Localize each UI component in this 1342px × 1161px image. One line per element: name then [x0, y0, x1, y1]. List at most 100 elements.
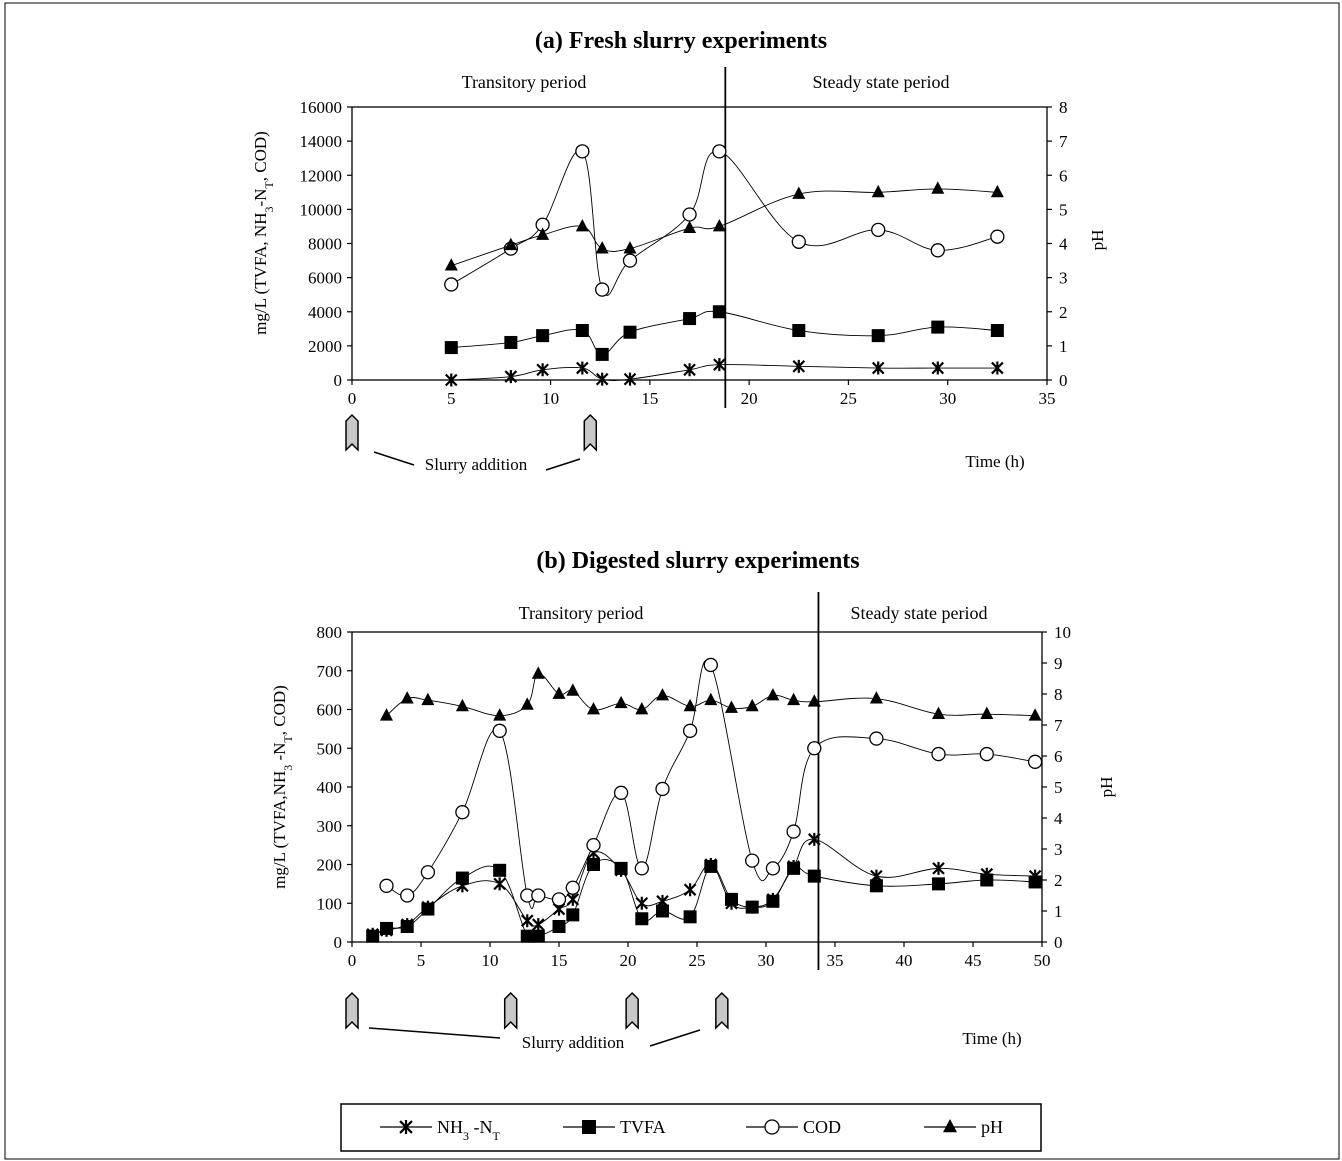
chart-a-point-nh3-nt: [792, 359, 806, 373]
chart-a-y2-tick-label: 8: [1059, 98, 1068, 117]
chart-a-title: (a) Fresh slurry experiments: [535, 28, 827, 54]
legend-label: pH: [981, 1117, 1003, 1137]
chart-b-y2-tick-label: 4: [1054, 809, 1063, 828]
chart-a-point-ph: [623, 241, 637, 254]
chart-b-y-tick-label: 600: [317, 701, 343, 720]
chart-b-point-ph: [614, 695, 628, 709]
chart-b-x-tick-label: 0: [348, 951, 357, 970]
chart-a-point-tvfa: [931, 320, 945, 334]
chart-b-y-tick-label: 400: [317, 778, 343, 797]
chart-b-point-tvfa: [683, 910, 697, 924]
chart-a-point-nh3-nt: [991, 361, 1004, 375]
chart-b-point-ph: [635, 702, 649, 715]
chart-b-slurry-addition-marker: [625, 991, 639, 1030]
chart-b-point-tvfa: [704, 859, 718, 873]
chart-a-x-axis-label: Time (h): [965, 452, 1024, 471]
chart-a-series-line-cod: [451, 149, 998, 296]
chart-b-point-tvfa: [400, 920, 414, 933]
chart-b-period-steady: Steady state period: [851, 603, 988, 623]
chart-b-x-tick-label: 5: [417, 951, 426, 970]
chart-b-y-tick-label: 300: [317, 817, 343, 836]
chart-b-point-cod: [931, 746, 946, 762]
chart-b-point-ph: [380, 708, 393, 721]
chart-b-period-transitory: Transitory period: [519, 603, 644, 623]
chart-b-slurry-line-right: [649, 1029, 701, 1047]
chart-b-point-ph: [704, 692, 718, 706]
chart-a-x-tick-label: 30: [939, 389, 956, 408]
chart-a-point-ph: [595, 241, 609, 254]
legend-marker: [764, 1119, 780, 1135]
chart-b-slurry-addition-marker: [503, 991, 518, 1030]
chart-a-y-axis-label: mg/L (TVFA, NH3-NT, COD): [251, 131, 276, 335]
chart-a-y-tick-label: 14000: [300, 132, 343, 151]
chart-a-point-ph: [575, 218, 589, 232]
chart-a: (a) Fresh slurry experiments Transitory …: [251, 28, 1107, 474]
chart-b-y2-tick-label: 7: [1054, 716, 1063, 735]
chart-a-point-ph: [683, 220, 697, 234]
chart-b-point-ph: [520, 697, 534, 710]
chart-b-point-cod: [634, 861, 649, 876]
chart-b-point-ph: [566, 683, 580, 696]
chart-b-point-tvfa: [566, 908, 580, 922]
chart-a-x-tick-label: 35: [1039, 389, 1056, 408]
chart-b-point-tvfa: [455, 871, 469, 885]
chart-a-y-tick-label: 0: [334, 371, 343, 390]
chart-b-point-cod: [1027, 754, 1043, 769]
chart-a-point-ph: [444, 258, 458, 271]
chart-b-point-cod: [703, 657, 718, 673]
chart-b-point-cod: [565, 880, 580, 895]
chart-b-point-tvfa: [932, 877, 945, 891]
chart-a-point-ph: [931, 181, 945, 194]
legend-marker: [582, 1120, 596, 1134]
chart-a-point-cod: [595, 282, 610, 297]
chart-b-point-tvfa: [656, 904, 669, 918]
chart-a-point-tvfa: [712, 305, 726, 319]
chart-b-point-tvfa: [787, 861, 801, 875]
chart-b-y2-tick-label: 5: [1054, 778, 1063, 797]
chart-b-point-ph: [1028, 708, 1042, 721]
chart-b-point-tvfa: [587, 858, 600, 871]
chart-b-x-tick-label: 15: [551, 951, 568, 970]
chart-b-y2-tick-label: 10: [1054, 623, 1071, 642]
chart-a-slurry-addition-label: Slurry addition: [425, 455, 528, 474]
chart-b-point-cod: [745, 853, 760, 868]
chart-b-point-cod: [765, 861, 781, 876]
chart-b-point-cod: [400, 888, 415, 903]
chart-a-point-nh3-nt: [595, 372, 609, 386]
chart-a-x-tick-label: 0: [348, 389, 357, 408]
chart-b-point-ph: [745, 698, 759, 712]
chart-a-point-tvfa: [575, 324, 589, 338]
chart-a-y2-tick-label: 1: [1059, 337, 1068, 356]
chart-a-point-tvfa: [536, 329, 550, 343]
chart-b-x-tick-label: 50: [1034, 951, 1051, 970]
chart-a-y2-tick-label: 2: [1059, 303, 1068, 322]
chart-a-y-tick-label: 10000: [300, 200, 343, 219]
chart-a-point-cod: [930, 243, 945, 258]
chart-b-point-ph: [400, 691, 414, 704]
chart-b-point-tvfa: [366, 929, 380, 943]
chart-a-slurry-addition-marker: [583, 413, 598, 452]
chart-a-slurry-line-left: [373, 451, 415, 466]
chart-b-y2-tick-label: 6: [1054, 747, 1063, 766]
chart-a-y2-tick-label: 5: [1059, 200, 1068, 219]
chart-a-y-tick-label: 12000: [300, 166, 343, 185]
chart-b-slurry-line-left: [368, 1027, 501, 1039]
chart-b-point-ph: [869, 691, 883, 704]
chart-b-y-tick-label: 700: [317, 662, 343, 681]
chart-a-plot-area: [351, 106, 1048, 381]
chart-a-point-cod: [575, 144, 590, 159]
chart-a-point-tvfa: [792, 324, 806, 338]
chart-a-y2-axis-label: pH: [1088, 230, 1107, 251]
chart-b-y2-tick-label: 2: [1054, 871, 1063, 890]
chart-b-point-cod: [379, 878, 394, 893]
chart-a-point-nh3-nt: [871, 361, 885, 375]
chart-a-point-ph: [536, 227, 550, 240]
chart-b-point-nh3-nt: [566, 892, 580, 906]
chart-b-point-cod: [655, 781, 670, 797]
chart-b-y2-tick-label: 0: [1054, 933, 1063, 952]
legend-label: TVFA: [620, 1117, 666, 1137]
chart-a-point-ph: [990, 184, 1004, 198]
chart-b-y-tick-label: 100: [317, 894, 343, 913]
chart-b-point-ph: [725, 700, 738, 713]
chart-b-title: (b) Digested slurry experiments: [536, 548, 859, 574]
